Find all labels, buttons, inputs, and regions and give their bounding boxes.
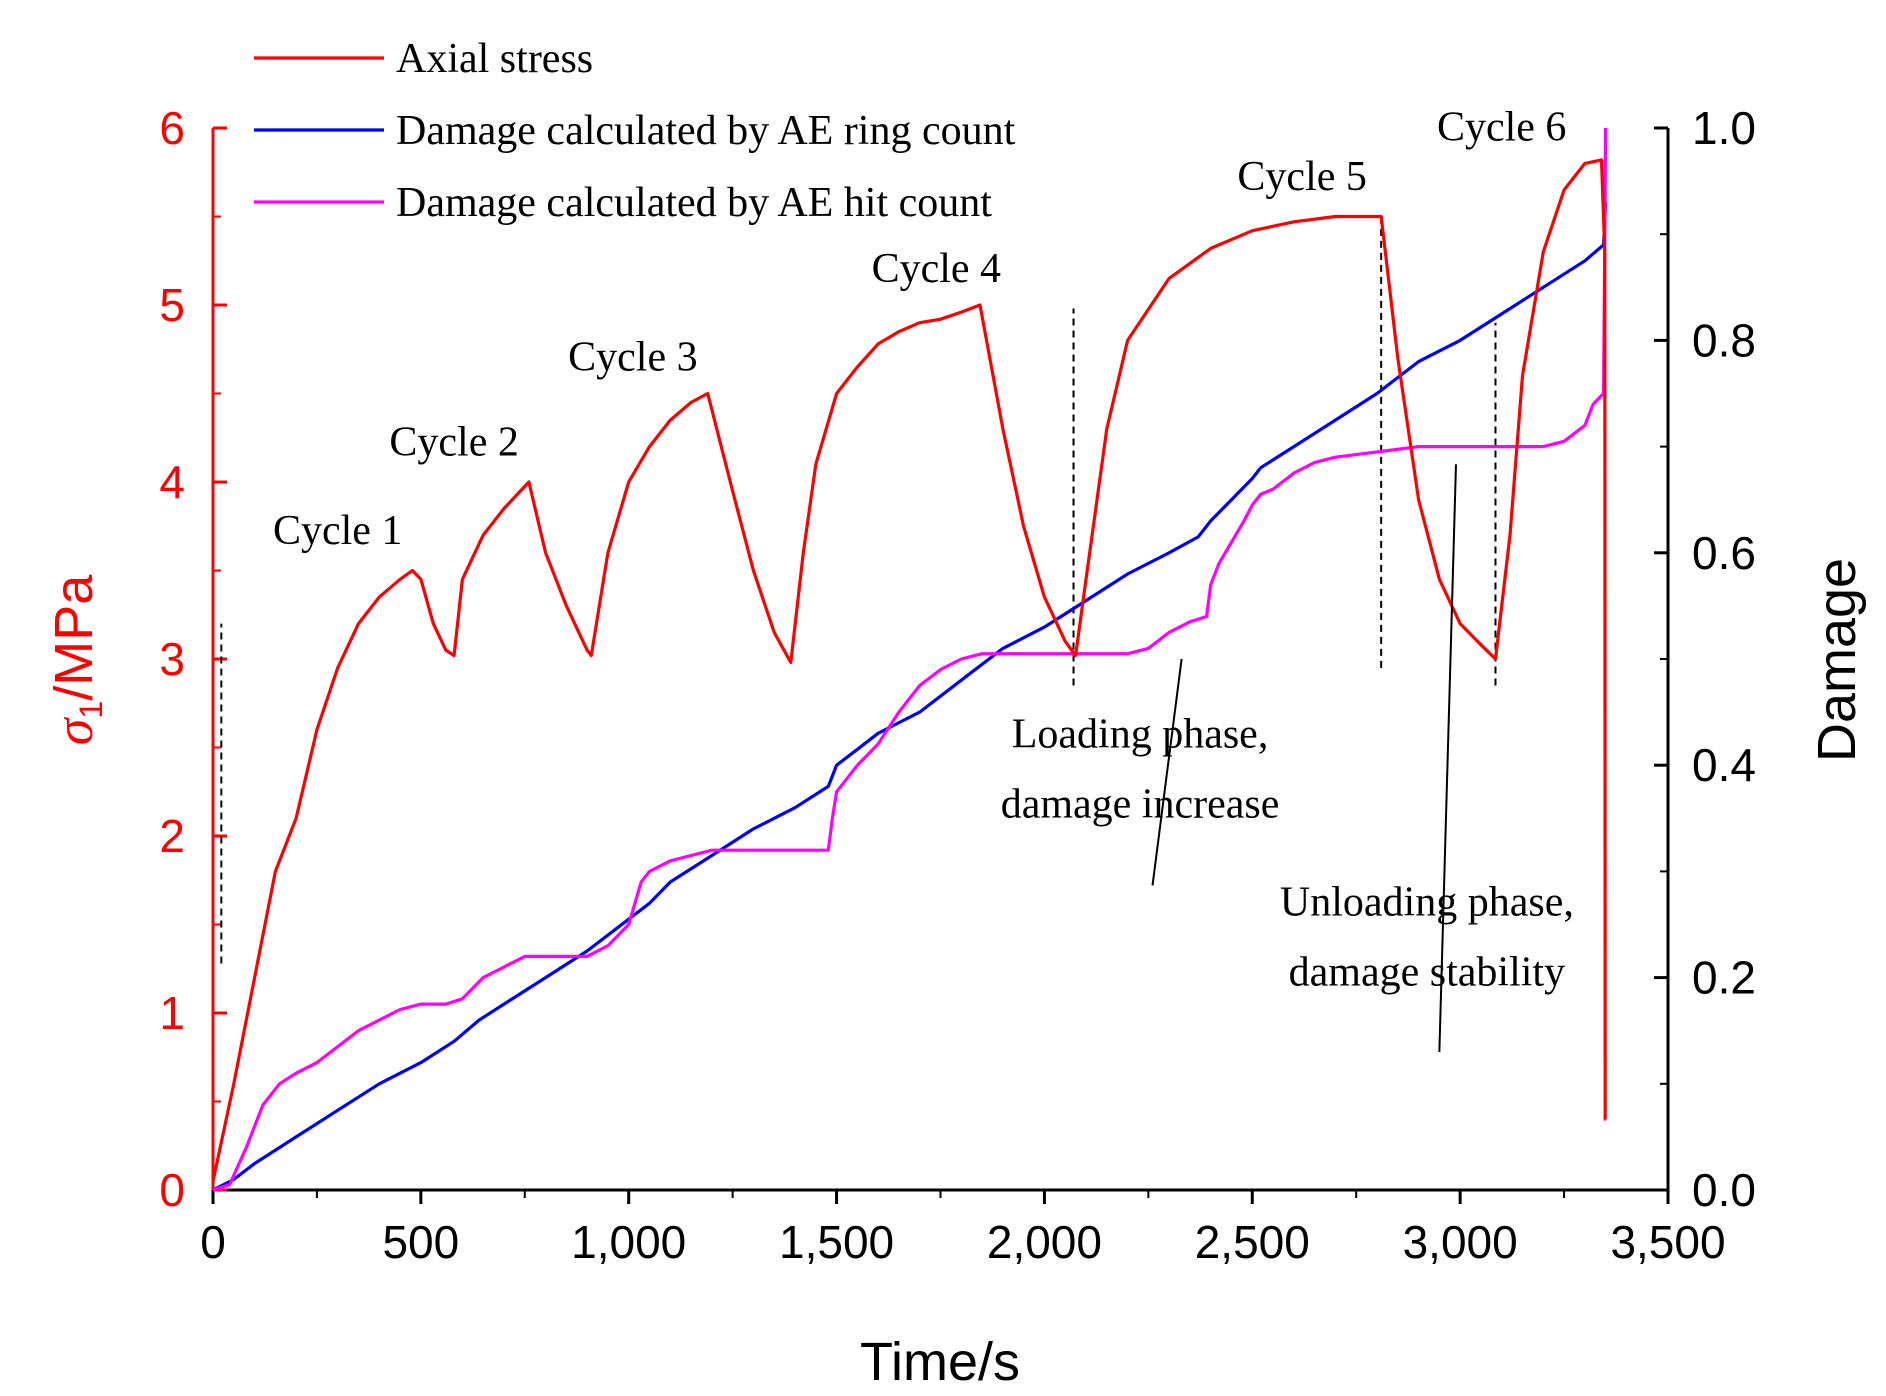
- left-axis-title-unit: /MPa: [44, 574, 104, 701]
- left-axis-title-symbol: σ: [44, 716, 104, 745]
- x-tick-label: 2,500: [1195, 1216, 1310, 1268]
- cycle-label: Cycle 3: [568, 334, 697, 380]
- cycle-label: Cycle 2: [389, 419, 518, 465]
- right-tick-label: 0.2: [1692, 952, 1756, 1004]
- left-tick-label: 1: [159, 987, 185, 1039]
- x-tick-label: 3,500: [1610, 1216, 1725, 1268]
- right-tick-label: 0.0: [1692, 1164, 1756, 1216]
- legend-label: Damage calculated by AE ring count: [396, 108, 1016, 154]
- annotation-text: damage increase: [1001, 782, 1280, 828]
- right-tick-label: 0.4: [1692, 739, 1756, 791]
- left-tick-label: 2: [159, 810, 185, 862]
- legend: Axial stress Damage calculated by AE ring…: [254, 36, 1016, 226]
- annotation-text: Unloading phase,: [1280, 880, 1574, 926]
- legend-label: Damage calculated by AE hit count: [396, 180, 992, 226]
- left-axis-title: σ1/MPa: [44, 574, 109, 745]
- right-tick-label: 0.8: [1692, 314, 1756, 366]
- cycle-label: Cycle 4: [872, 246, 1001, 292]
- x-tick-label: 500: [382, 1216, 459, 1268]
- hit-count-damage-line: [212, 127, 1608, 1192]
- x-tick-label: 0: [200, 1216, 226, 1268]
- dashed-markers: [220, 216, 1497, 964]
- annotations: Loading phase, damage increase Unloading p…: [1001, 464, 1574, 1052]
- cycle-labels: Cycle 1 Cycle 2 Cycle 3 Cycle 4 Cycle 5 Cycle…: [273, 104, 1566, 554]
- cycle-label: Cycle 6: [1437, 104, 1566, 150]
- annotation-pointer: [1438, 464, 1457, 1052]
- right-axis-ticks: 0.0 0.2 0.4 0.6 0.8 1.0: [1654, 102, 1756, 1216]
- left-tick-label: 5: [159, 279, 185, 331]
- left-tick-label: 4: [159, 456, 185, 508]
- x-tick-label: 1,500: [779, 1216, 894, 1268]
- left-tick-label: 6: [159, 102, 185, 154]
- left-axis-title-sub: 1: [73, 701, 109, 719]
- ring-count-damage-line: [212, 202, 1608, 1192]
- right-axis-title: Damage: [1807, 558, 1867, 762]
- left-axis-ticks: 0 1 2 3 4 5 6: [159, 102, 227, 1216]
- x-tick-label: 3,000: [1403, 1216, 1518, 1268]
- x-axis-ticks: 0 500 1,000 1,500 2,000 2,500 3,000 3,500: [200, 1190, 1726, 1268]
- axial-stress-line: [211, 158, 1607, 1182]
- x-tick-label: 2,000: [987, 1216, 1102, 1268]
- series-layer: [211, 127, 1608, 1192]
- cycle-label: Cycle 1: [273, 508, 402, 554]
- annotation-text: damage stability: [1289, 950, 1565, 996]
- cycle-label: Cycle 5: [1237, 154, 1366, 200]
- left-tick-label: 0: [159, 1164, 185, 1216]
- left-tick-label: 3: [159, 633, 185, 685]
- legend-label: Axial stress: [396, 36, 593, 82]
- x-axis-title: Time/s: [860, 1332, 1020, 1392]
- annotation-text: Loading phase,: [1012, 712, 1269, 758]
- annotation-pointer: [1151, 658, 1183, 886]
- right-tick-label: 1.0: [1692, 102, 1756, 154]
- x-tick-label: 1,000: [571, 1216, 686, 1268]
- right-tick-label: 0.6: [1692, 527, 1756, 579]
